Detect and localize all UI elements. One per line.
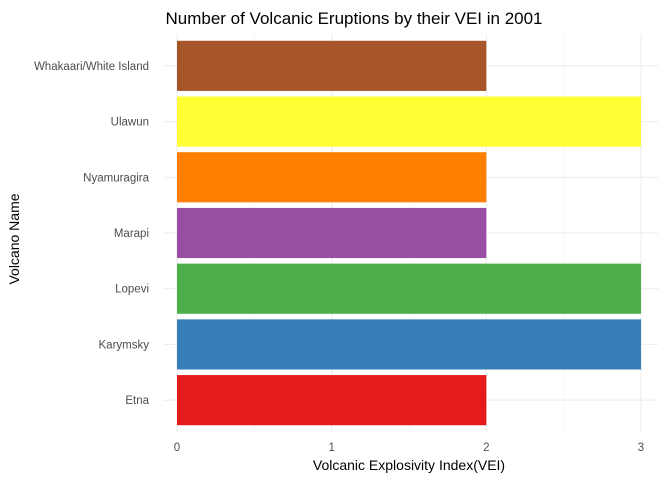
y-tick-label: Karymsky	[99, 339, 150, 351]
bar-lopevi	[177, 263, 641, 314]
y-tick-label: Etna	[125, 395, 149, 407]
bar-ulawun	[177, 96, 641, 147]
chart-title: Number of Volcanic Eruptions by their VE…	[165, 9, 542, 28]
bars	[177, 40, 641, 426]
y-tick-label: Nyamuragira	[83, 172, 149, 184]
bar-karymsky	[177, 319, 641, 370]
x-tick-label: 3	[638, 442, 644, 454]
bar-whakaari-white-island	[177, 40, 487, 91]
x-tick-label: 2	[483, 442, 489, 454]
y-tick-label: Ulawun	[111, 117, 149, 129]
x-tick-label: 1	[328, 442, 334, 454]
x-tick-label: 0	[174, 442, 180, 454]
bar-etna	[177, 375, 487, 426]
x-axis-title: Volcanic Explosivity Index(VEI)	[313, 457, 505, 473]
y-tick-label: Lopevi	[115, 284, 149, 296]
y-tick-label: Marapi	[114, 228, 149, 240]
y-tick-labels: Etna Karymsky Lopevi Marapi Nyamuragira Ulawu…	[34, 61, 150, 407]
bar-marapi	[177, 207, 487, 259]
x-tick-labels: 0 1 2 3	[174, 442, 644, 454]
y-tick-label: Whakaari/White Island	[34, 61, 149, 73]
bar-nyamuragira	[177, 152, 487, 203]
y-axis-title: Volcano Name	[6, 193, 22, 284]
